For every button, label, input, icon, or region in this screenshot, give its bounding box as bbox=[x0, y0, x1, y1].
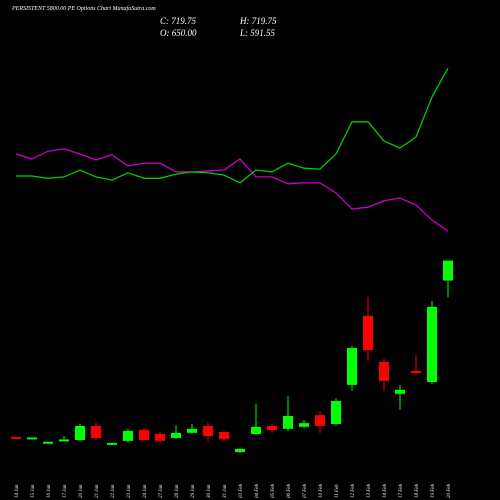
x-tick-label: 17 Jan bbox=[63, 484, 68, 498]
x-tick-label: 05 Feb bbox=[271, 483, 276, 498]
x-tick-label: 17 Feb bbox=[399, 483, 404, 498]
candle-body bbox=[123, 430, 133, 441]
candle-body bbox=[235, 448, 245, 453]
candle-body bbox=[363, 315, 373, 350]
candle-body bbox=[43, 441, 53, 444]
candle-body bbox=[299, 423, 309, 427]
x-tick-label: 07 Feb bbox=[303, 483, 308, 498]
candle-body bbox=[11, 436, 21, 439]
candle-body bbox=[283, 415, 293, 429]
candle-body bbox=[267, 425, 277, 430]
x-tick-label: 20 Jan bbox=[79, 484, 84, 498]
candle-body bbox=[171, 432, 181, 439]
info-low: L: 591.55 bbox=[239, 28, 276, 38]
candle-body bbox=[139, 429, 149, 441]
x-tick-label: 29 Jan bbox=[191, 484, 196, 498]
chart-title: PERSISTENT 5800.00 PE Options Chart Muna… bbox=[11, 5, 156, 12]
x-tick-label: 20 Feb bbox=[447, 483, 452, 498]
x-tick-label: 23 Jan bbox=[127, 484, 132, 498]
x-tick-label: 30 Jan bbox=[207, 484, 212, 498]
x-tick-label: 21 Jan bbox=[95, 484, 100, 498]
candle-body bbox=[251, 426, 261, 435]
x-tick-label: 18 Feb bbox=[415, 483, 420, 498]
candle-body bbox=[91, 425, 101, 439]
x-tick-label: 11 Feb bbox=[335, 484, 340, 498]
info-open: O: 650.00 bbox=[160, 28, 197, 38]
candle-body bbox=[379, 362, 389, 381]
info-close: C: 719.75 bbox=[160, 16, 197, 26]
candle-body bbox=[27, 437, 37, 440]
x-tick-label: 14 Feb bbox=[383, 483, 388, 498]
candle-body bbox=[427, 306, 437, 383]
x-tick-label: 19 Feb bbox=[431, 483, 436, 498]
x-tick-label: 31 Jan bbox=[223, 484, 228, 498]
indicator-line bbox=[15, 148, 449, 232]
x-tick-label: 13 Feb bbox=[367, 483, 372, 498]
x-tick-label: 06 Feb bbox=[287, 483, 292, 498]
x-tick-label: 03 Feb bbox=[239, 483, 244, 498]
x-tick-label: 22 Jan bbox=[111, 484, 116, 498]
x-tick-label: 14 Jan bbox=[15, 484, 20, 498]
candle-body bbox=[107, 442, 117, 445]
candle-body bbox=[347, 347, 357, 385]
candle-body bbox=[331, 401, 341, 424]
info-high: H: 719.75 bbox=[239, 16, 277, 26]
x-tick-label: 15 Jan bbox=[31, 484, 36, 498]
candle-body bbox=[443, 260, 453, 281]
candle-body bbox=[219, 432, 229, 439]
candle-body bbox=[59, 439, 69, 442]
x-tick-label: 12 Feb bbox=[351, 483, 356, 498]
candle-body bbox=[187, 428, 197, 433]
candle-body bbox=[411, 370, 421, 373]
x-tick-label: 27 Jan bbox=[159, 484, 164, 498]
x-tick-label: 24 Jan bbox=[143, 484, 148, 498]
x-tick-label: 16 Jan bbox=[47, 484, 52, 498]
candle-body bbox=[315, 415, 325, 426]
candle-body bbox=[203, 425, 213, 437]
x-tick-label: 04 Feb bbox=[255, 483, 260, 498]
x-tick-label: 28 Jan bbox=[175, 484, 180, 498]
indicator-line bbox=[16, 67, 449, 184]
x-tick-label: 10 Feb bbox=[319, 483, 324, 498]
candle-body bbox=[155, 434, 165, 441]
candle-body bbox=[75, 425, 85, 441]
candle-body bbox=[395, 389, 405, 394]
